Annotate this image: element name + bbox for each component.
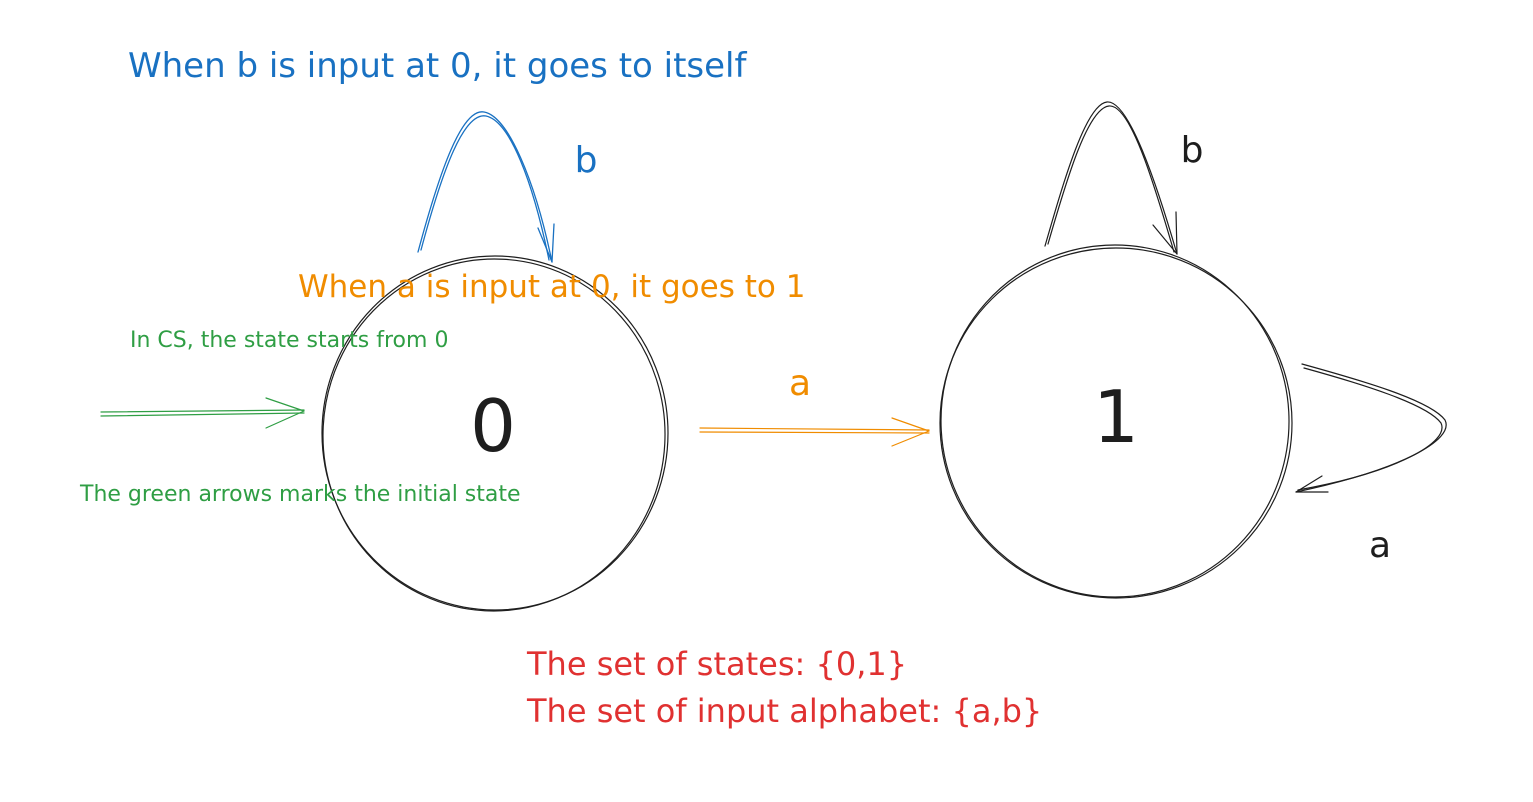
summary-alphabet-line: The set of input alphabet: {a,b} <box>526 692 1042 730</box>
edge-0-1-a-label: a <box>789 363 811 404</box>
state-1-circle <box>939 244 1293 599</box>
loop-1-a-edge <box>1295 363 1447 493</box>
loop-1-b-edge <box>1044 101 1178 255</box>
loop-1-b-label: b <box>1181 130 1204 171</box>
loop-0-b-edge <box>417 111 555 263</box>
summary-states-line: The set of states: {0,1} <box>526 645 907 683</box>
state-0-label: 0 <box>470 384 516 468</box>
loop-1-a-label: a <box>1369 525 1391 566</box>
annotation-initial-state: The green arrows marks the initial state <box>79 482 521 507</box>
edge-0-1-a-arrow <box>699 417 930 447</box>
annotation-self-loop-b: When b is input at 0, it goes to itself <box>128 46 747 86</box>
annotation-transition-a: When a is input at 0, it goes to 1 <box>298 269 805 305</box>
state-1-label: 1 <box>1093 375 1139 459</box>
initial-state-arrow <box>100 397 305 429</box>
annotation-cs-start: In CS, the state starts from 0 <box>130 328 448 353</box>
state-0-circle <box>321 255 669 612</box>
loop-0-b-label: b <box>575 140 598 181</box>
